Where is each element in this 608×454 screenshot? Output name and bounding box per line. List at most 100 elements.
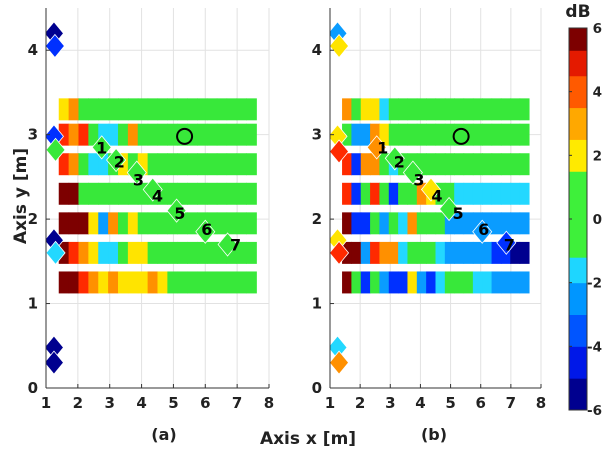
heatmap-cell	[342, 123, 353, 146]
heatmap-cell	[426, 123, 437, 146]
heatmap-cell	[68, 153, 80, 176]
heatmap-cell	[187, 241, 198, 264]
colorbar-band	[569, 282, 587, 315]
heatmap-cell	[68, 212, 80, 235]
heatmap-cell	[500, 153, 511, 176]
source-diamond	[106, 147, 127, 173]
heatmap-cell	[342, 153, 353, 176]
heatmap-cell	[177, 123, 188, 146]
heatmap-cell	[454, 182, 465, 205]
source-diamond	[496, 230, 517, 255]
heatmap-cell	[426, 153, 437, 176]
heatmap-cell	[147, 153, 159, 176]
heatmap-cell	[351, 153, 362, 176]
heatmap-cell	[88, 241, 99, 264]
heatmap-cell	[351, 241, 362, 264]
heatmap-cell	[444, 153, 455, 176]
heatmap-cell	[463, 153, 474, 176]
colorbar-tick-label: -4	[587, 339, 602, 355]
heatmap-cell	[500, 123, 511, 146]
heatmap-cell	[187, 153, 198, 176]
colorbar-band	[569, 28, 587, 51]
colorbar-tick-label: 4	[593, 85, 602, 101]
heatmap-cell	[127, 212, 139, 235]
heatmap-cell	[472, 153, 483, 176]
heatmap-cell	[117, 182, 129, 205]
heatmap-cell	[137, 98, 149, 121]
heatmap-cell	[500, 182, 511, 205]
heatmap-cell	[491, 123, 502, 146]
heatmap-cell	[370, 182, 381, 205]
heatmap-cell	[197, 98, 208, 121]
point-label: 3	[133, 170, 144, 189]
heatmap-cell	[226, 271, 238, 294]
heatmap-cell	[246, 241, 257, 264]
heatmap-cell	[246, 212, 257, 235]
heatmap-cell	[117, 271, 129, 294]
heatmap-cell	[463, 271, 474, 294]
heatmap-cell	[127, 153, 139, 176]
heatmap-cell	[197, 241, 208, 264]
heatmap-cell	[98, 153, 109, 176]
heatmap-cell	[108, 212, 119, 235]
heatmap-cell	[435, 271, 446, 294]
heatmap-cell	[370, 271, 381, 294]
heatmap-cell	[407, 241, 418, 264]
heatmap-cell	[88, 98, 99, 121]
heatmap-cell	[444, 241, 455, 264]
heatmap-cell	[388, 98, 399, 121]
heatmap-cell	[177, 271, 188, 294]
heatmap-cell	[379, 271, 390, 294]
colorbar-band	[569, 139, 587, 172]
heatmap-cell	[127, 98, 139, 121]
heatmap-cell	[187, 212, 198, 235]
y-axis-label: Axis y [m]	[11, 148, 31, 244]
heatmap-cell	[519, 182, 530, 205]
heatmap-cell	[58, 153, 70, 176]
heatmap-cell	[197, 271, 208, 294]
point-label: 6	[201, 220, 212, 239]
x-axis-label: Axis x [m]	[260, 429, 356, 449]
heatmap-cell	[108, 98, 119, 121]
heatmap-cell	[137, 153, 149, 176]
heatmap-cell	[177, 241, 188, 264]
heatmap-cell	[398, 98, 409, 121]
source-diamond	[330, 350, 350, 375]
heatmap-cell	[58, 212, 70, 235]
heatmap-cell	[510, 182, 521, 205]
colorbar-band	[569, 257, 587, 284]
heatmap-cell	[510, 123, 521, 146]
heatmap-cell	[379, 153, 390, 176]
heatmap-cell	[416, 271, 427, 294]
heatmap-cell	[519, 241, 530, 264]
heatmap-cell	[137, 271, 149, 294]
heatmap-cell	[510, 153, 521, 176]
heatmap-cell	[407, 182, 418, 205]
heatmap-cell	[454, 123, 465, 146]
x-tick-label: 1	[41, 394, 51, 412]
heatmap-cell	[78, 271, 89, 294]
heatmap-cell	[416, 182, 427, 205]
heatmap-cell	[246, 182, 257, 205]
source-diamond	[166, 198, 187, 223]
point-label: 6	[478, 220, 489, 239]
heatmap-cell	[216, 153, 228, 176]
heatmap-cell	[444, 98, 455, 121]
heatmap-cell	[68, 241, 80, 264]
heatmap-cell	[482, 98, 493, 121]
heatmap-cell	[246, 123, 257, 146]
heatmap-cell	[187, 182, 198, 205]
heatmap-cell	[246, 153, 257, 176]
heatmap-cell	[426, 271, 437, 294]
heatmap-cell	[246, 271, 257, 294]
heatmap-cell	[510, 271, 521, 294]
heatmap-cell	[360, 153, 371, 176]
heatmap-cell	[216, 98, 228, 121]
heatmap-cell	[351, 212, 362, 235]
heatmap-cell	[416, 241, 427, 264]
heatmap-cell	[360, 98, 371, 121]
heatmap-cell	[519, 123, 530, 146]
heatmap-cell	[127, 123, 139, 146]
heatmap-cell	[482, 182, 493, 205]
heatmap-cell	[197, 153, 208, 176]
